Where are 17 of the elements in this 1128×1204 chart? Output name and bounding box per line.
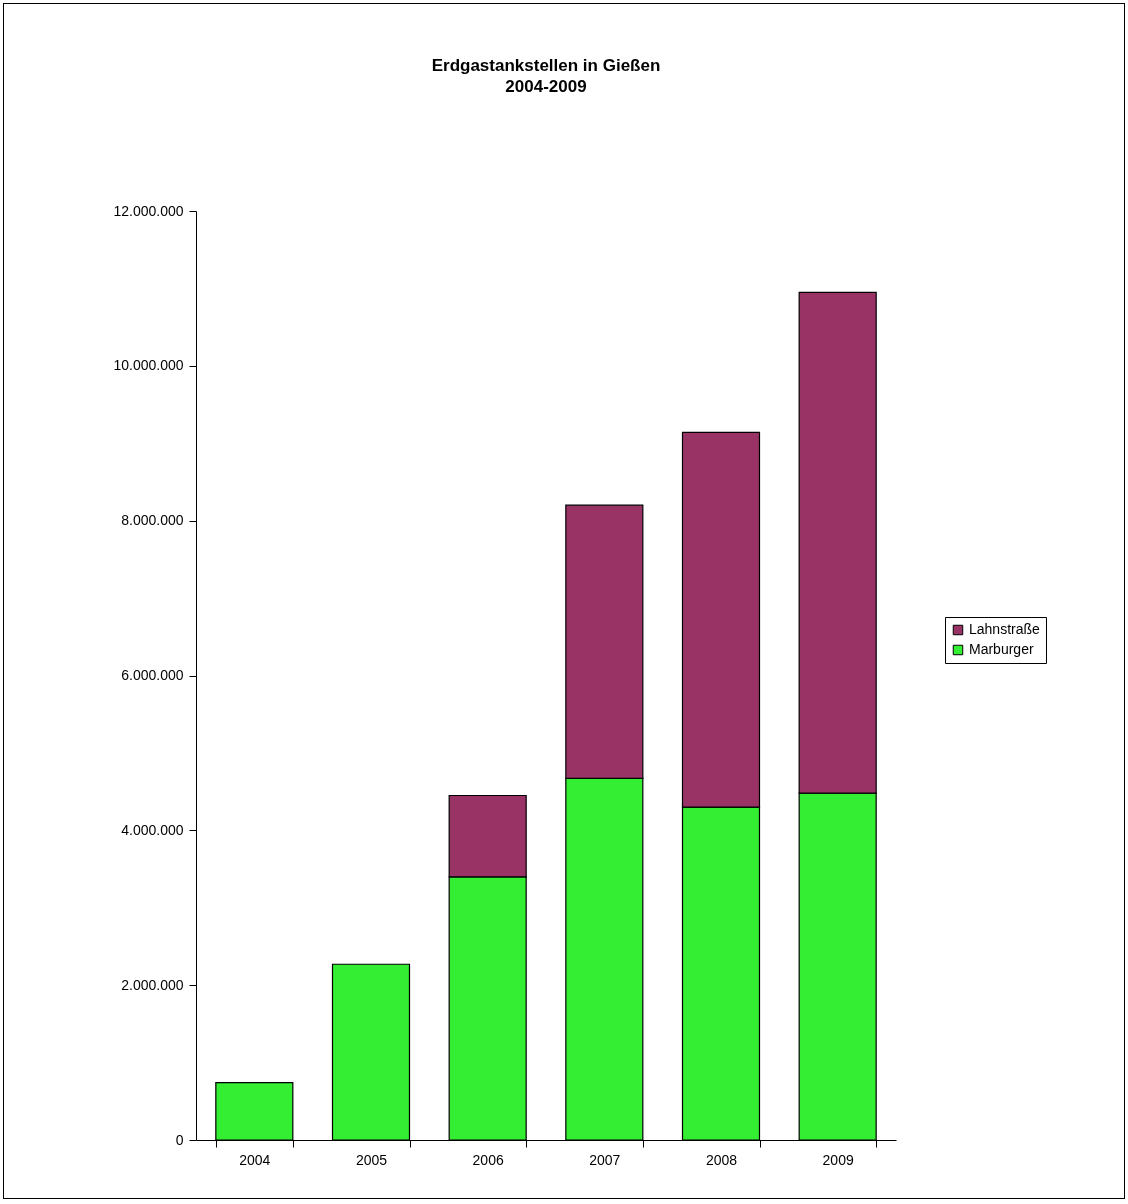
legend-label: Lahnstraße [969, 621, 1041, 637]
y-tick-label: 6.000.000 [121, 667, 184, 683]
y-tick-label: 10.000.000 [113, 357, 184, 374]
x-tick-label: 2005 [355, 1151, 388, 1168]
x-tick-label: 2007 [589, 1151, 621, 1168]
legend-label: Marburger [969, 641, 1034, 657]
x-tick-label: 2009 [822, 1151, 854, 1168]
y-tick-label: 0 [175, 1131, 184, 1148]
y-tick-label: 8.000.000 [121, 512, 184, 529]
y-tick-label: 4.000.000 [121, 821, 184, 838]
x-tick-label: 2008 [705, 1151, 738, 1168]
x-tick-label: 2004 [239, 1151, 271, 1168]
x-tick-label: 2006 [472, 1151, 504, 1168]
y-tick-label: 2.000.000 [121, 976, 184, 993]
y-tick-label: 12.000.000 [113, 202, 184, 219]
chart-subtitle: 2004-2009 [505, 77, 587, 96]
chart-title: Erdgastankstellen in Gießen [431, 56, 661, 75]
